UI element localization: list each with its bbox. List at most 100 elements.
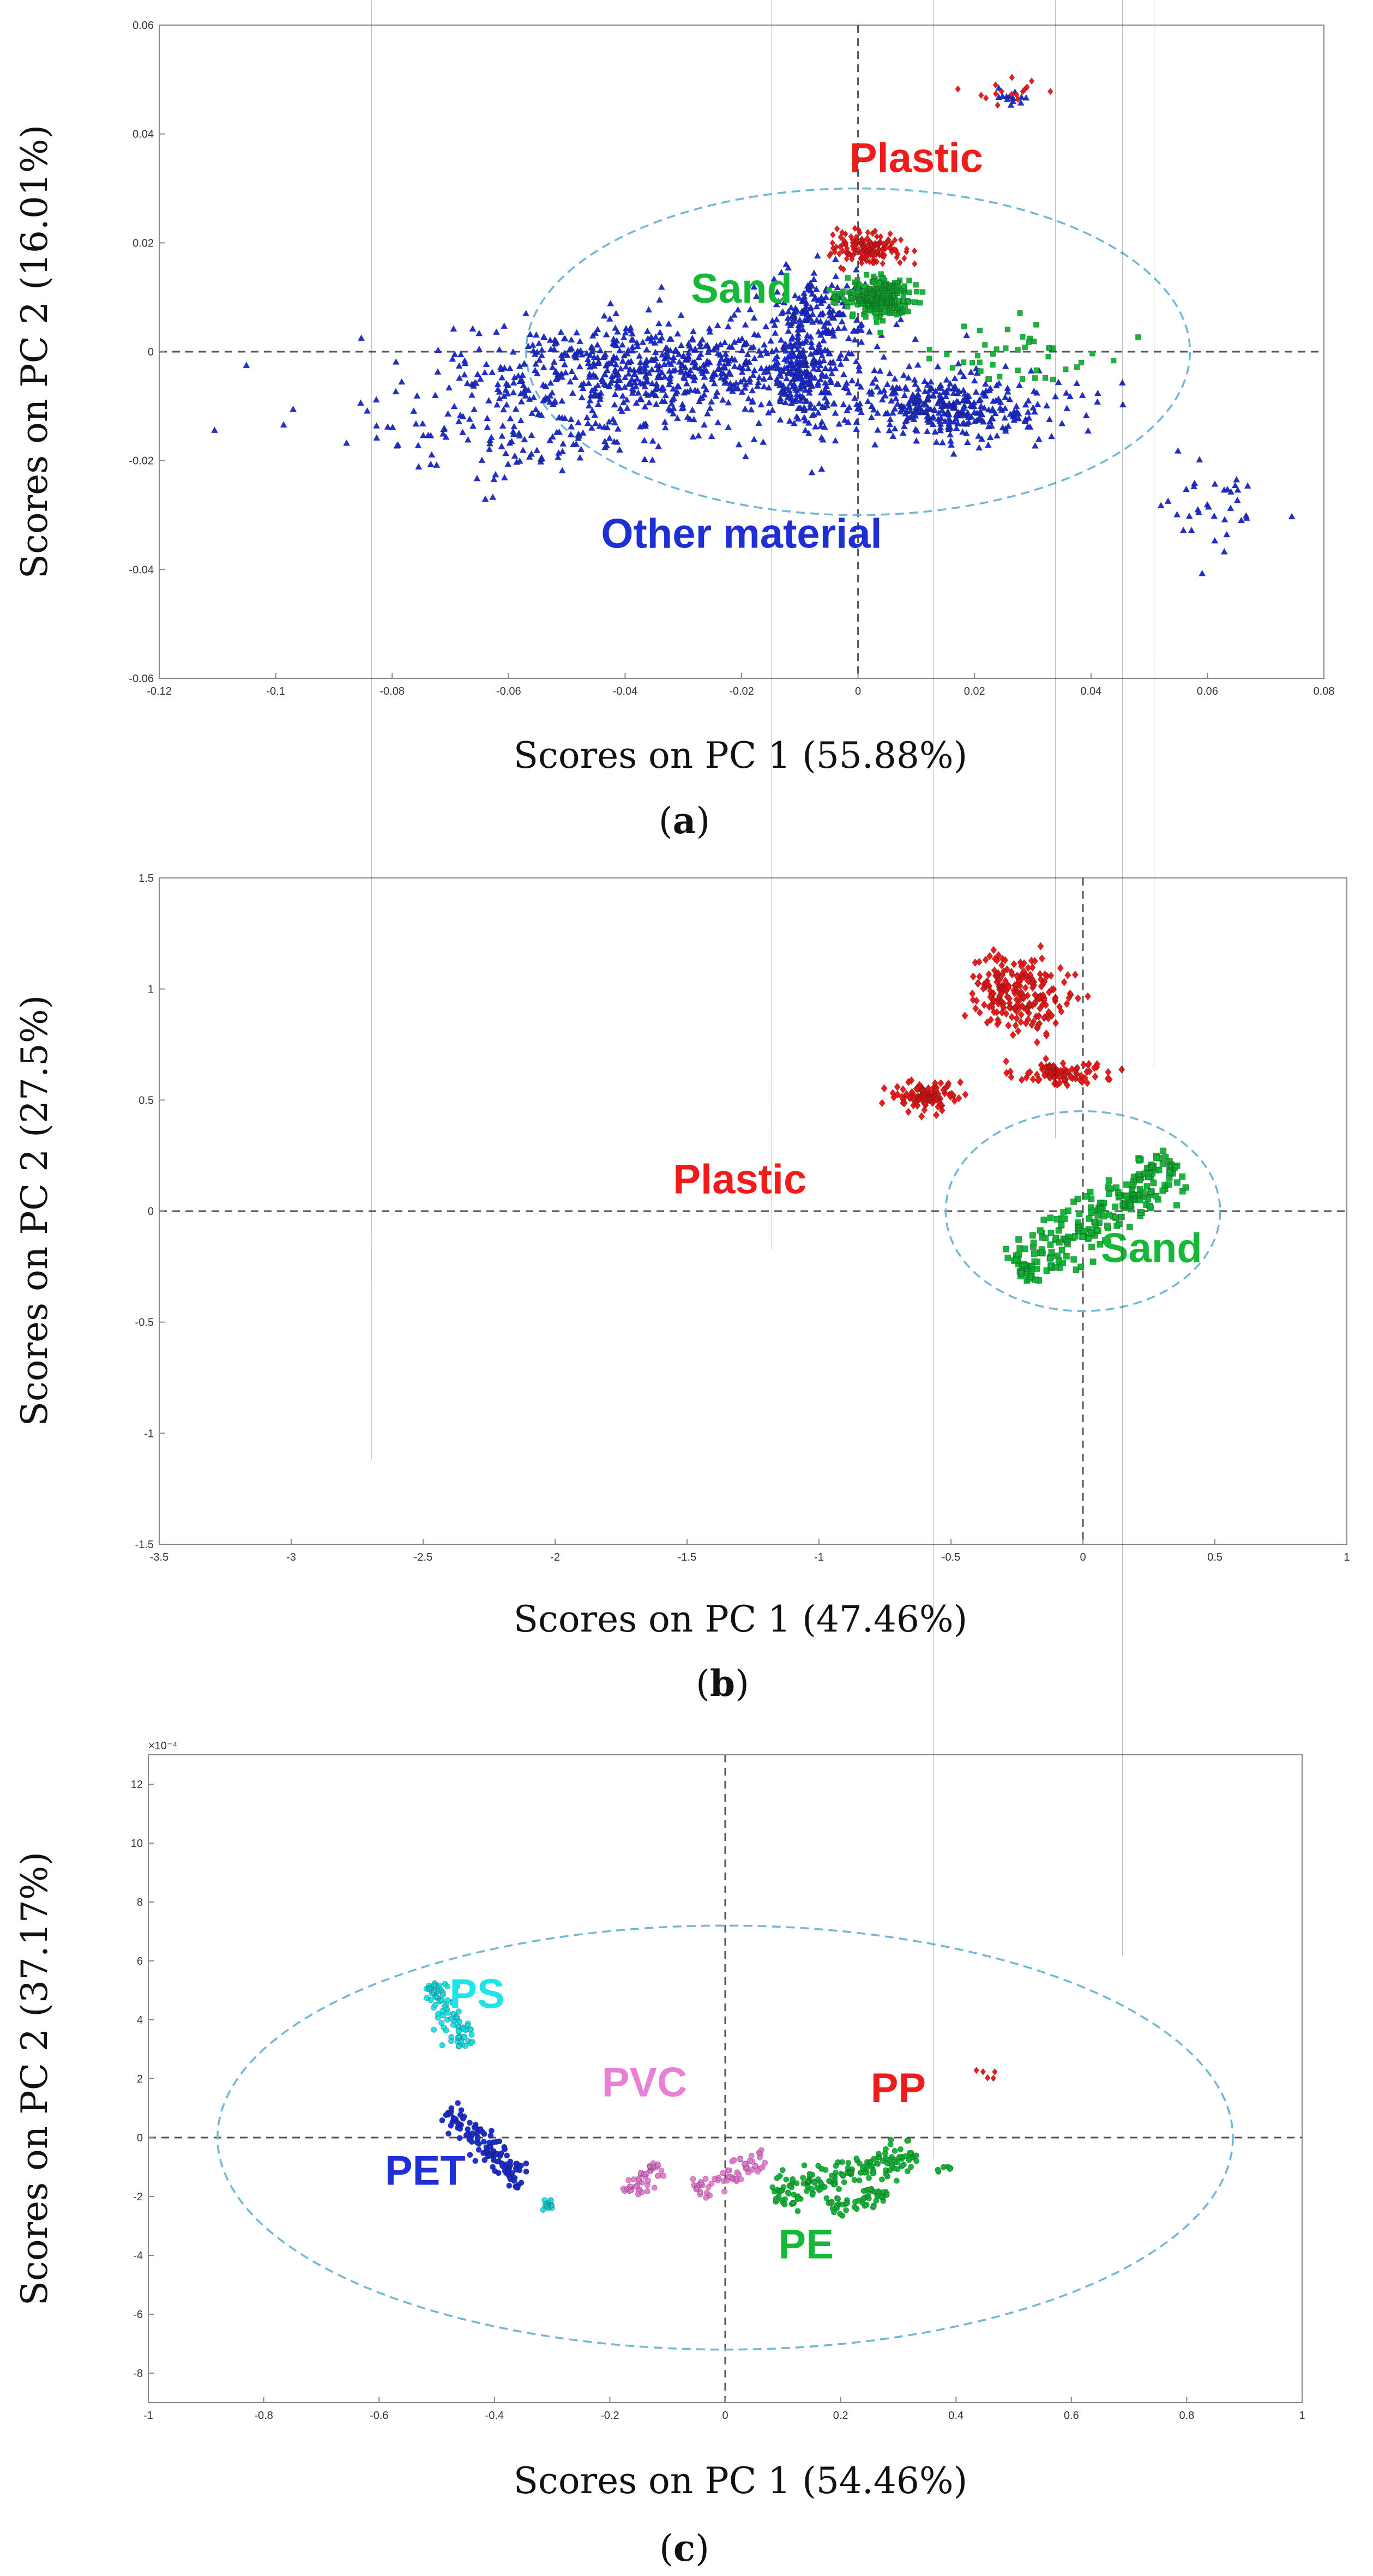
x-tick-label: -0.5 <box>942 1551 960 1563</box>
series-plastic <box>371 0 1155 1459</box>
y-axis-title-b: Scores on PC 2 (27.5%) <box>14 995 56 1427</box>
y-tick-label: 0 <box>137 2132 143 2144</box>
x-tick-label: -1 <box>143 2410 153 2422</box>
point-cloud <box>423 1980 475 2050</box>
group-labels-a: Other material Plastic Sand <box>601 135 983 557</box>
ticks-a: -0.12 -0.1 -0.08 -0.06 -0.04 -0.02 0 0.02 0.04 0.… <box>129 20 1334 697</box>
panel-b: -3.5 -3 -2.5 -2 -1.5 -1 -0.5 0 0.5 1 -1.5 -1 -0.5 0 0.… <box>14 0 1350 1705</box>
point-cloud <box>1003 1147 1189 1284</box>
y-tick-label: 0 <box>148 1206 154 1218</box>
series-pvc <box>620 2147 768 2201</box>
panel-letter-b: b <box>710 1662 735 1705</box>
series-other-material <box>210 84 1296 576</box>
x-axis-title-b: Scores on PC 1 (47.46%) <box>514 1598 968 1640</box>
point-cloud <box>878 1076 969 1121</box>
ticks-b: -3.5 -3 -2.5 -2 -1.5 -1 -0.5 0 0.5 1 -1.5 -1 -0.5 0 0.… <box>135 872 1350 1563</box>
label-plastic: Plastic <box>673 1156 806 1202</box>
reference-lines-b <box>159 878 1347 1544</box>
series-ps <box>423 1980 555 2213</box>
label-plastic: Plastic <box>850 135 983 182</box>
point-cloud <box>973 2067 998 2082</box>
x-tick-label: -2 <box>550 1551 560 1563</box>
panel-label-b: (b) <box>696 1662 749 1705</box>
x-tick-label: -0.04 <box>613 685 638 697</box>
point-cloud <box>769 2136 920 2214</box>
y-axis-title-c: Scores on PC 2 (37.17%) <box>14 1852 56 2306</box>
point-cloud <box>1003 1054 1125 1090</box>
point-cloud <box>826 271 926 325</box>
point-cloud <box>961 942 1092 1047</box>
series-plastic <box>826 74 1053 273</box>
y-tick-label: 12 <box>131 1779 143 1791</box>
point-cloud <box>955 74 1053 109</box>
label-pvc: PVC <box>602 2059 687 2105</box>
point-cloud <box>826 225 918 273</box>
x-tick-label: -0.08 <box>380 685 405 697</box>
x-tick-label: 0.08 <box>1314 685 1335 697</box>
y-tick-label: 0.04 <box>133 129 154 141</box>
label-sand: Sand <box>1101 1225 1202 1272</box>
x-tick-label: -3 <box>286 1551 296 1563</box>
panel-label-a: (a) <box>659 799 710 842</box>
x-tick-label: -0.1 <box>266 685 285 697</box>
label-pe: PE <box>778 2221 833 2267</box>
label-ps: PS <box>449 1971 504 2017</box>
series-pp <box>933 0 1123 2158</box>
group-labels-b: Plastic Sand <box>673 1156 1202 1271</box>
panel-c: ×10⁻⁴ -1 -0.8 -0.6 -0.4 -0.2 0 0.2 0.4 0.6 0.8 1 -8… <box>14 0 1305 2569</box>
data-points-a <box>210 74 1296 576</box>
series-sand <box>1003 1147 1189 1284</box>
point-cloud <box>540 2197 555 2213</box>
x-tick-label: 0.02 <box>964 685 985 697</box>
y-tick-label: 8 <box>137 1897 143 1909</box>
x-tick-label: -1 <box>814 1551 824 1563</box>
label-pet: PET <box>385 2147 466 2194</box>
point-cloud <box>439 2100 529 2191</box>
reference-lines-c <box>148 1755 1302 2403</box>
x-axis-title-a: Scores on PC 1 (55.88%) <box>514 735 968 777</box>
point-cloud <box>748 359 1127 457</box>
x-tick-label: -0.4 <box>485 2410 504 2422</box>
panel-letter-c: c <box>673 2527 695 2569</box>
panel-label-c: (c) <box>659 2527 709 2569</box>
y-tick-label: -8 <box>133 2368 143 2380</box>
x-tick-label: -0.12 <box>147 685 172 697</box>
x-tick-label: 0 <box>1080 1551 1086 1563</box>
x-axis-title-c: Scores on PC 1 (54.46%) <box>514 2460 968 2502</box>
x-tick-label: 0 <box>722 2410 728 2422</box>
y-tick-label: 2 <box>137 2073 143 2085</box>
group-labels-c: PS PET PVC PE PP <box>385 1971 926 2267</box>
x-tick-label: 0.8 <box>1179 2410 1194 2422</box>
label-sand: Sand <box>691 266 792 312</box>
y-tick-label: 0 <box>148 346 154 358</box>
point-cloud <box>757 293 859 476</box>
x-tick-label: -0.02 <box>729 685 754 697</box>
point-cloud <box>690 2147 768 2201</box>
y-tick-label: -4 <box>133 2250 143 2262</box>
x-tick-label: 0.4 <box>948 2410 963 2422</box>
x-tick-label: -0.6 <box>370 2410 388 2422</box>
y-tick-label: 0.5 <box>138 1094 154 1106</box>
x-tick-label: 0.06 <box>1197 685 1218 697</box>
y-tick-label: -0.02 <box>129 455 154 467</box>
data-points-b <box>371 0 1189 1459</box>
y-tick-label: 1 <box>148 984 154 996</box>
x-tick-label: -0.06 <box>496 685 521 697</box>
y-tick-label: 0.06 <box>133 20 154 32</box>
point-cloud <box>620 2160 667 2198</box>
label-pp: PP <box>871 2065 926 2111</box>
y-tick-label: -6 <box>133 2309 143 2321</box>
y-tick-label: 0.02 <box>133 237 154 249</box>
y-axis-title-a: Scores on PC 2 (16.01%) <box>14 125 56 579</box>
series-pet <box>439 2100 529 2191</box>
y-tick-label: -2 <box>133 2191 143 2203</box>
x-tick-label: -0.8 <box>254 2410 273 2422</box>
x-tick-label: -3.5 <box>150 1551 168 1563</box>
x-tick-label: 0.5 <box>1207 1551 1223 1563</box>
point-cloud <box>877 310 1141 383</box>
data-points-c <box>423 0 1123 2219</box>
x-tick-label: 0.2 <box>833 2410 848 2422</box>
y-multiplier-label-c: ×10⁻⁴ <box>148 1740 177 1752</box>
ticks-c: -1 -0.8 -0.6 -0.4 -0.2 0 0.2 0.4 0.6 0.8 1 -8 -6 -4 -2… <box>131 1779 1305 2422</box>
